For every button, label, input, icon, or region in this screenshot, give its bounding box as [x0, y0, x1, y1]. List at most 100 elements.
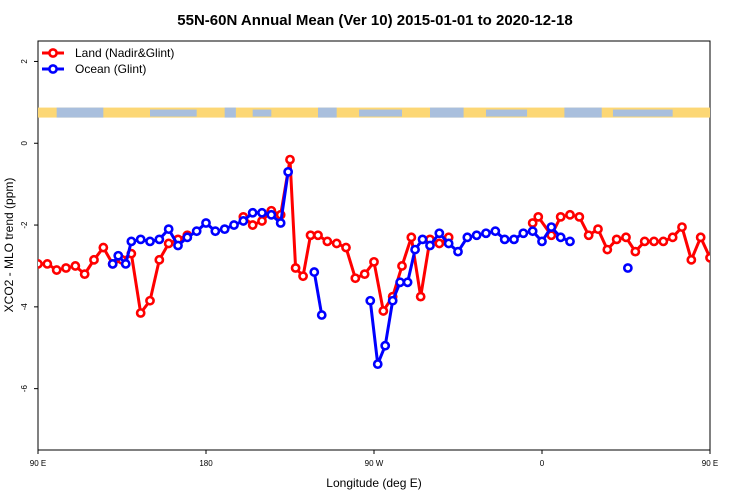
data-point — [518, 228, 529, 239]
data-point — [415, 291, 426, 302]
legend-label: Ocean (Glint) — [75, 62, 146, 76]
x-tick-label: 90 W — [365, 459, 384, 468]
data-point — [316, 310, 327, 320]
x-tick-label: 90 E — [702, 459, 718, 468]
data-point — [350, 273, 361, 284]
data-point — [725, 260, 732, 267]
data-point — [341, 242, 351, 253]
data-point — [275, 218, 286, 228]
data-point — [443, 238, 454, 249]
data-point — [191, 226, 202, 237]
data-point — [298, 271, 308, 282]
data-point — [630, 246, 641, 257]
data-point — [372, 359, 383, 370]
data-point — [79, 269, 90, 280]
data-point — [285, 154, 295, 165]
data-point — [219, 224, 230, 235]
data-point — [145, 236, 155, 247]
data-point — [38, 259, 43, 269]
data-point — [434, 228, 445, 239]
legend-label: Land (Nadir&Glint) — [75, 46, 174, 60]
band-ocean-region — [359, 109, 402, 117]
data-point — [546, 222, 557, 232]
band-ocean-region — [612, 109, 673, 117]
data-point — [309, 267, 320, 277]
data-point — [425, 240, 435, 251]
data-point — [658, 236, 669, 247]
data-point — [402, 277, 413, 288]
data-point — [395, 277, 406, 288]
data-point — [734, 266, 741, 273]
data-point — [378, 306, 389, 316]
data-point — [113, 250, 124, 261]
data-point — [359, 269, 370, 280]
x-tick-label: 90 E — [30, 459, 46, 468]
data-point — [229, 220, 239, 230]
data-point — [481, 228, 491, 239]
data-point — [387, 295, 398, 306]
data-point — [537, 236, 547, 247]
land-ocean-band — [38, 107, 710, 118]
x-axis-label: Longitude (deg E) — [326, 476, 421, 490]
data-point — [163, 238, 174, 249]
band-ocean-region — [252, 109, 272, 117]
data-point — [154, 254, 165, 265]
data-point — [602, 244, 613, 255]
data-point — [305, 230, 316, 241]
data-point — [686, 254, 697, 265]
data-point — [410, 244, 420, 255]
series-layer — [38, 154, 750, 370]
data-point — [283, 166, 294, 177]
band-ocean-region — [56, 107, 104, 118]
data-point — [417, 234, 428, 245]
series-line — [368, 225, 571, 366]
data-point — [695, 232, 706, 243]
data-point — [61, 263, 71, 273]
data-point — [434, 238, 445, 249]
data-point — [574, 211, 585, 222]
y-tick-label: -4 — [20, 303, 29, 311]
data-point — [369, 256, 379, 267]
legend-marker — [48, 48, 58, 58]
y-tick-label: 0 — [20, 140, 29, 145]
band-ocean-region — [150, 109, 197, 117]
y-tick-label: 2 — [20, 59, 29, 64]
data-point — [331, 238, 342, 249]
series-1 — [107, 166, 633, 370]
data-point — [163, 224, 174, 235]
data-point — [210, 226, 221, 237]
data-point — [565, 236, 575, 247]
data-point — [621, 232, 631, 243]
data-point — [406, 232, 417, 243]
data-point — [509, 234, 519, 245]
band-ocean-region — [564, 107, 602, 118]
band-ocean-region — [224, 107, 236, 118]
data-point — [744, 264, 750, 271]
data-point — [126, 236, 137, 247]
data-point — [583, 230, 594, 241]
data-point — [462, 232, 473, 243]
band-ocean-region — [318, 107, 337, 118]
data-point — [716, 262, 723, 269]
x-tick-label: 180 — [199, 459, 213, 468]
data-point — [257, 216, 267, 226]
data-point — [667, 232, 678, 243]
data-point — [639, 236, 650, 247]
data-point — [247, 207, 258, 218]
band-ocean-region — [430, 107, 464, 118]
data-point — [201, 218, 211, 228]
data-point — [649, 236, 659, 247]
data-point — [565, 209, 575, 220]
x-tick-label: 0 — [540, 459, 545, 468]
y-tick-label: -6 — [20, 385, 29, 393]
data-point — [257, 207, 267, 218]
data-point — [70, 261, 81, 271]
data-point — [555, 232, 566, 243]
series-line — [38, 233, 188, 315]
data-point — [290, 263, 301, 273]
data-point — [380, 340, 391, 351]
data-point — [135, 308, 146, 318]
series-line — [312, 271, 324, 316]
data-point — [51, 265, 62, 275]
data-point — [453, 246, 463, 257]
